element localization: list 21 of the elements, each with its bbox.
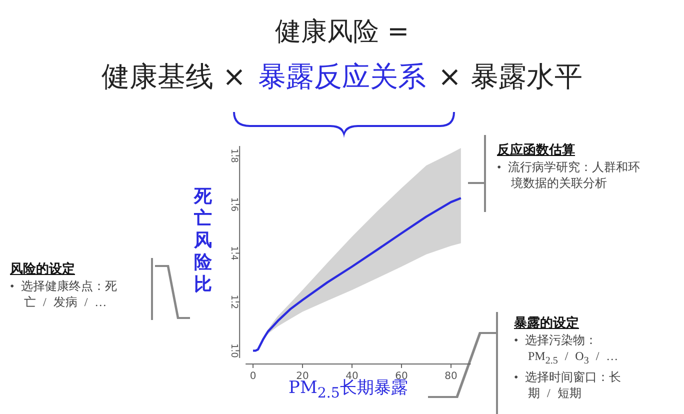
- text: 暴露反应关系: [258, 60, 426, 93]
- text: × 暴露水平: [438, 60, 582, 93]
- text: • 流行病学研究：人群和环境数据的关联分析: [497, 159, 642, 191]
- x-tick-label: 20: [296, 371, 309, 382]
- x-tick-label: 80: [444, 371, 458, 382]
- text: 健康基线 ×: [102, 60, 246, 93]
- y-tick-label: 1.0: [228, 344, 239, 358]
- y-axis-title: 死亡风险比: [194, 186, 213, 296]
- y-tick-label: 1.2: [228, 294, 239, 310]
- y-tick-label: 1.6: [228, 197, 239, 212]
- text: • 选择时间窗口：长期 / 短期: [514, 369, 622, 402]
- text: • 选择健康终点：死亡 / 发病 / …: [10, 278, 118, 310]
- text: 暴露的设定: [514, 314, 580, 332]
- line-series: [252, 197, 462, 352]
- text: • 选择污染物：PM$_{2.5}$ / O$_{3}$ / …: [514, 332, 620, 368]
- chart-title: 健康风险 =: [274, 16, 410, 49]
- x-tick-label: 0: [250, 371, 256, 382]
- y-tick-label: 1.4: [228, 246, 239, 261]
- text: 风险的设定: [10, 260, 76, 278]
- text: 反应函数估算: [497, 142, 576, 159]
- y-tick-label: 1.8: [228, 148, 239, 164]
